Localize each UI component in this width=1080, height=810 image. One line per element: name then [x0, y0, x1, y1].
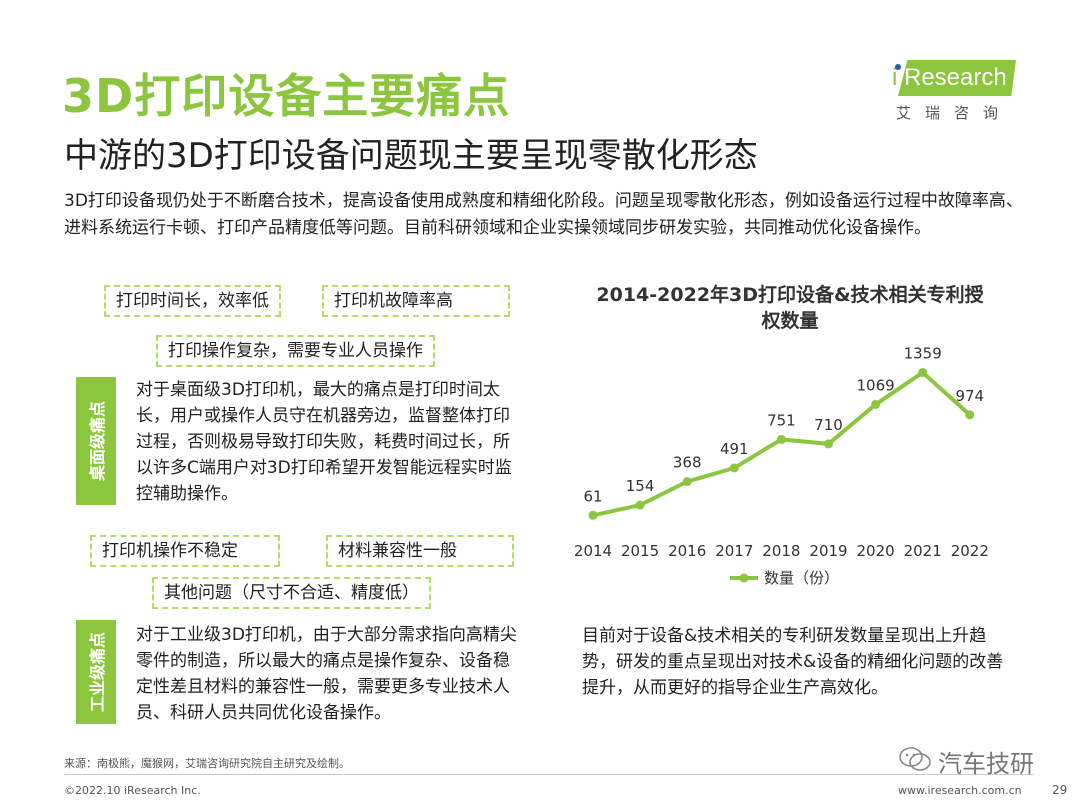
logo-brand: Research — [904, 64, 1007, 91]
data-label: 751 — [767, 411, 796, 429]
logo-i: i — [892, 64, 902, 91]
industrial-label: 工业级痛点 — [76, 620, 116, 724]
data-point — [635, 500, 645, 510]
tag-print-time: 打印时间长，效率低 — [104, 285, 281, 317]
tag-other-issues: 其他问题（尺寸不合适、精度低） — [152, 577, 431, 609]
data-point — [588, 510, 598, 520]
data-point — [918, 368, 928, 378]
data-label: 974 — [955, 387, 984, 405]
tag-failure-rate: 打印机故障率高 — [322, 285, 510, 317]
logo-chinese: 艾瑞咨询 — [896, 104, 1013, 122]
tag-material-compatibility: 材料兼容性一般 — [326, 535, 514, 567]
intro-text: 3D打印设备现仍处于不断磨合技术，提高设备使用成熟度和精细化阶段。问题呈现零散化… — [64, 191, 1023, 238]
footer-divider — [64, 774, 1034, 775]
legend-marker — [739, 573, 749, 583]
chart-note: 目前对于设备&技术相关的专利研发数量呈现出上升趋势，研发的重点呈现出对技术&设备… — [582, 626, 1004, 698]
watermark: 汽车技研 — [898, 742, 1048, 778]
tag-complex-operation: 打印操作复杂，需要专业人员操作 — [156, 335, 435, 367]
x-tick-label: 2017 — [715, 542, 753, 560]
x-tick-label: 2015 — [621, 542, 659, 560]
data-label: 368 — [673, 454, 702, 472]
legend-label: 数量（份） — [764, 569, 839, 587]
x-tick-label: 2016 — [668, 542, 706, 560]
desktop-label: 桌面级痛点 — [76, 377, 116, 505]
wechat-icon — [899, 747, 931, 771]
data-point — [776, 434, 786, 444]
iresearch-logo: i Research 艾瑞咨询 — [890, 58, 1030, 128]
x-tick-label: 2021 — [904, 542, 942, 560]
tag-unstable-operation: 打印机操作不稳定 — [90, 535, 280, 567]
x-tick-label: 2014 — [574, 542, 612, 560]
data-label: 1069 — [857, 376, 895, 394]
data-label: 491 — [720, 440, 749, 458]
site-url: www.iresearch.com.cn — [898, 784, 1022, 797]
copyright: ©2022.10 iResearch Inc. — [64, 784, 201, 797]
desktop-label-text: 桌面级痛点 — [88, 400, 107, 482]
data-point — [965, 410, 975, 420]
page-subtitle: 中游的3D打印设备问题现主要呈现零散化形态 — [64, 136, 758, 176]
data-point — [729, 463, 739, 473]
x-tick-label: 2020 — [857, 542, 895, 560]
x-tick-label: 2022 — [951, 542, 989, 560]
watermark-text: 汽车技研 — [938, 750, 1034, 778]
source-note: 来源：南极熊，魔猴网，艾瑞咨询研究院自主研究及绘制。 — [64, 757, 350, 770]
data-point — [824, 439, 833, 449]
x-tick-label: 2018 — [762, 542, 800, 560]
data-label: 710 — [814, 416, 843, 434]
industrial-label-text: 工业级痛点 — [88, 631, 107, 713]
chart-title: 2014-2022年3D打印设备&技术相关专利授权数量 — [596, 284, 984, 332]
data-label: 1359 — [904, 345, 942, 363]
data-point — [871, 399, 881, 409]
page-title: 3D打印设备主要痛点 — [62, 69, 511, 123]
patent-line-chart: 61 154 368 491 751 710 1069 1359 974 2014 2015 2016… — [574, 345, 989, 587]
industrial-paragraph: 对于工业级3D打印机，由于大部分需求指向高精尖零件的制造，所以最大的痛点是操作复… — [136, 625, 517, 723]
x-tick-label: 2019 — [809, 542, 847, 560]
data-label: 154 — [626, 477, 655, 495]
data-label: 61 — [583, 487, 602, 505]
desktop-paragraph: 对于桌面级3D打印机，最大的痛点是打印时间太长，用户或操作人员守在机器旁边，监督… — [136, 380, 512, 504]
page-number: 29 — [1052, 783, 1068, 797]
data-point — [682, 477, 692, 487]
